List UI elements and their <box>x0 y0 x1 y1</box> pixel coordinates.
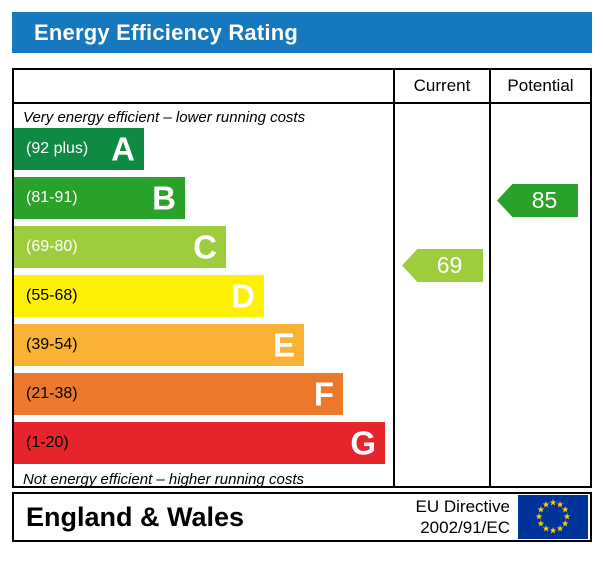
eu-flag-star: ★ <box>561 518 570 529</box>
footer-bar: England & Wales EU Directive 2002/91/EC … <box>12 492 592 542</box>
eu-flag-icon: ★ ★ ★ ★ ★ ★ ★ ★ ★ ★ ★ ★ <box>518 495 588 539</box>
header-divider-line <box>14 102 590 104</box>
band-e-range: (39-54) <box>26 336 78 353</box>
band-c: (69-80) C <box>14 226 226 268</box>
band-d: (55-68) D <box>14 275 264 317</box>
eu-flag-star: ★ <box>555 523 565 534</box>
eu-directive-label: EU Directive 2002/91/EC <box>416 496 510 538</box>
potential-column-divider <box>489 70 491 486</box>
eu-flag-star: ★ <box>536 518 545 529</box>
band-f-range: (21-38) <box>26 385 78 402</box>
bottom-note: Not energy efficient – higher running co… <box>23 471 304 488</box>
eu-flag-star: ★ <box>541 499 551 510</box>
band-g: (1-20) G <box>14 422 385 464</box>
band-f-letter: F <box>313 375 334 413</box>
eu-flag-star: ★ <box>561 504 570 515</box>
band-g-letter: G <box>350 424 376 462</box>
eu-flag-star: ★ <box>555 499 565 510</box>
band-d-letter: D <box>231 277 255 315</box>
band-c-letter: C <box>193 228 217 266</box>
eu-flag-star: ★ <box>548 525 558 536</box>
eu-flag-star: ★ <box>536 504 545 515</box>
top-note: Very energy efficient – lower running co… <box>23 109 306 126</box>
eu-directive-line1: EU Directive <box>415 497 510 516</box>
band-a-range: (92 plus) <box>26 140 89 157</box>
band-e: (39-54) E <box>14 324 304 366</box>
current-column-divider <box>393 70 395 486</box>
eu-flag-star: ★ <box>562 511 572 522</box>
current-column-header: Current <box>413 76 471 95</box>
band-a-letter: A <box>111 130 135 168</box>
band-c-range: (69-80) <box>26 238 78 255</box>
potential-column-header: Potential <box>507 76 574 95</box>
eu-flag-star: ★ <box>534 511 544 522</box>
eu-flag-star: ★ <box>541 523 551 534</box>
eu-flag-star: ★ <box>548 497 558 508</box>
band-b-letter: B <box>152 179 176 217</box>
eu-directive-line2: 2002/91/EC <box>420 518 510 537</box>
region-label: England & Wales <box>26 502 245 532</box>
potential-rating-arrow: 85 <box>497 184 578 217</box>
title-bar: Energy Efficiency Rating <box>12 12 592 53</box>
band-a: (92 plus) A <box>14 128 144 170</box>
current-rating-arrow: 69 <box>402 249 483 282</box>
band-b: (81-91) B <box>14 177 185 219</box>
band-f: (21-38) F <box>14 373 343 415</box>
band-g-range: (1-20) <box>26 434 69 451</box>
energy-rating-table: Current Potential Very energy efficient … <box>12 68 592 488</box>
rating-bands: (92 plus) A (81-91) B (69-80) C (55-68) … <box>14 128 590 471</box>
potential-rating-value: 85 <box>531 187 558 213</box>
band-e-letter: E <box>272 326 295 364</box>
band-d-range: (55-68) <box>26 287 78 304</box>
band-b-range: (81-91) <box>26 189 78 206</box>
current-rating-value: 69 <box>436 252 463 278</box>
page-title: Energy Efficiency Rating <box>34 19 298 45</box>
